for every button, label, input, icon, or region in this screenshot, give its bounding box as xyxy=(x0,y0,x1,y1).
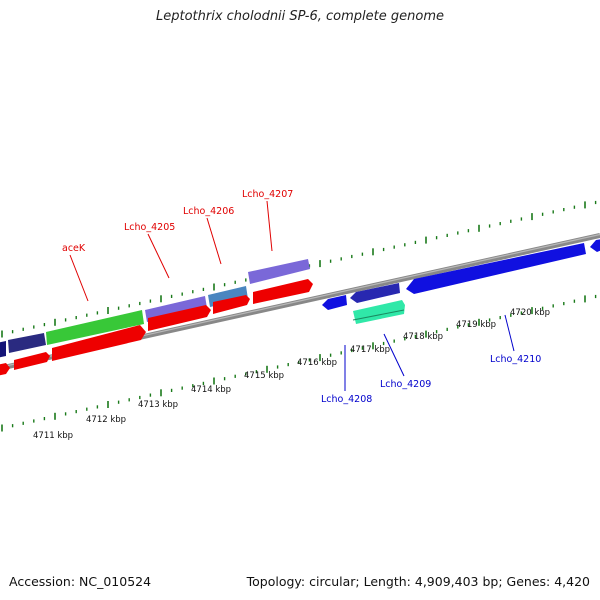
gene-labels-reverse: Lcho_4208 Lcho_4209 Lcho_4210 xyxy=(321,314,541,405)
kbp-label: 4718 kbp xyxy=(403,332,443,342)
cds-arrow-edge xyxy=(352,309,405,321)
gene-label-lcho-4206[interactable]: Lcho_4206 xyxy=(183,206,234,217)
kbp-label: 4716 kbp xyxy=(297,358,337,368)
cds-reverse-row xyxy=(322,239,600,324)
kbp-label: 4715 kbp xyxy=(244,371,284,381)
cds-arrow[interactable] xyxy=(0,363,10,376)
accession-text: Accession: NC_010524 xyxy=(9,574,152,589)
leader-line xyxy=(266,200,273,252)
cds-forward-row xyxy=(0,279,313,376)
cds-arrow[interactable] xyxy=(322,295,347,310)
kbp-label: 4713 kbp xyxy=(138,400,178,410)
kbp-label: 4717 kbp xyxy=(350,345,390,355)
gene-label-acek[interactable]: aceK xyxy=(62,243,86,254)
cds-arrow-lcho-4209[interactable] xyxy=(353,300,405,324)
tick-row-upper xyxy=(1,200,597,338)
leader-line xyxy=(69,254,89,302)
leader-line xyxy=(147,233,170,279)
cds-arrow[interactable] xyxy=(406,243,586,294)
kbp-label: 4712 kbp xyxy=(86,415,126,425)
gene-labels-forward: aceK Lcho_4205 Lcho_4206 Lcho_4207 xyxy=(62,189,293,302)
cds-arrow[interactable] xyxy=(590,239,600,252)
tick-row-lower xyxy=(1,294,597,432)
genome-summary-text: Topology: circular; Length: 4,909,403 bp… xyxy=(246,574,590,589)
cds-arrow[interactable] xyxy=(14,352,50,370)
gene-block[interactable] xyxy=(0,341,6,358)
gene-block-lcho-4207[interactable] xyxy=(248,259,310,284)
gene-label-lcho-4205[interactable]: Lcho_4205 xyxy=(124,222,175,233)
gene-block[interactable] xyxy=(8,333,46,353)
cds-arrow[interactable] xyxy=(213,295,250,314)
kbp-label: 4720 kbp xyxy=(510,308,550,318)
kbp-label: 4711 kbp xyxy=(33,431,73,441)
gene-label-lcho-4208[interactable]: Lcho_4208 xyxy=(321,394,372,405)
gene-label-lcho-4207[interactable]: Lcho_4207 xyxy=(242,189,293,200)
leader-line xyxy=(206,217,222,265)
gene-block-acek[interactable] xyxy=(46,310,144,345)
cds-arrow[interactable] xyxy=(52,325,146,361)
leader-line xyxy=(383,333,405,377)
kbp-label: 4719 kbp xyxy=(456,320,496,330)
kbp-label: 4714 kbp xyxy=(191,385,231,395)
cds-arrow[interactable] xyxy=(350,283,400,303)
gene-label-lcho-4210[interactable]: Lcho_4210 xyxy=(490,354,541,365)
leader-line xyxy=(504,314,515,352)
cds-arrow[interactable] xyxy=(148,305,211,331)
kbp-scale: 4711 kbp 4712 kbp 4713 kbp 4714 kbp 4715… xyxy=(33,308,550,441)
cds-arrow[interactable] xyxy=(253,279,313,304)
map-title: Leptothrix cholodnii SP-6, complete geno… xyxy=(156,9,444,24)
gene-label-lcho-4209[interactable]: Lcho_4209 xyxy=(380,379,431,390)
